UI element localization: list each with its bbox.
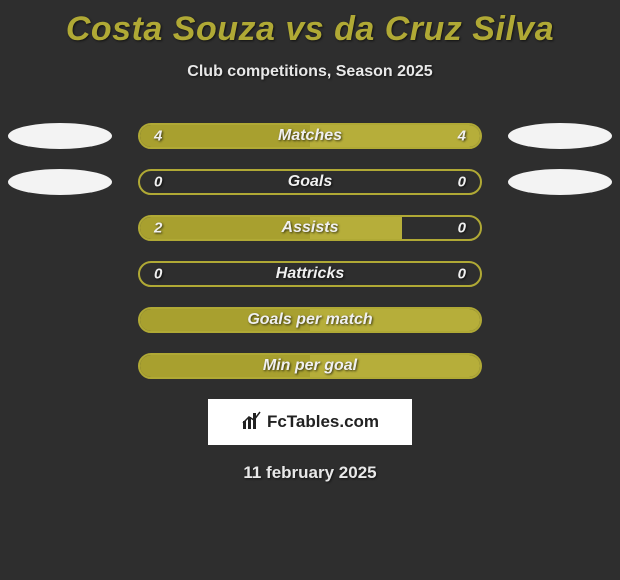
stat-value-right: 0 [458,220,466,237]
stat-value-right: 4 [458,128,466,145]
stat-label: Matches [278,127,342,145]
stat-bar: Min per goal [138,353,482,379]
stat-row: Goals per match [0,307,620,333]
stat-row: 0 0 Hattricks [0,261,620,287]
subtitle: Club competitions, Season 2025 [0,63,620,81]
stat-label: Min per goal [263,357,357,375]
player-avatar [8,123,112,149]
stat-value-left: 0 [154,266,162,283]
stat-row: Min per goal [0,353,620,379]
stat-row: 0 0 Goals [0,169,620,195]
stat-row: 4 4 Matches [0,123,620,149]
stat-bar: 0 0 Goals [138,169,482,195]
player-avatar [508,123,612,149]
stat-value-right: 0 [458,174,466,191]
stats-chart: 4 4 Matches 0 0 Goals 2 0 Assists 0 0 Hattricks Goal… [0,123,620,379]
stat-bar: Goals per match [138,307,482,333]
stat-bar: 2 0 Assists [138,215,482,241]
chart-icon [241,409,263,436]
date-text: 11 february 2025 [0,463,620,483]
stat-row: 2 0 Assists [0,215,620,241]
stat-bar: 0 0 Hattricks [138,261,482,287]
logo-box[interactable]: FcTables.com [208,399,412,445]
stat-value-left: 0 [154,174,162,191]
stat-value-right: 0 [458,266,466,283]
stat-value-left: 2 [154,220,162,237]
player-avatar [8,169,112,195]
stat-label: Goals per match [247,311,372,329]
stat-value-left: 4 [154,128,162,145]
player-avatar [508,169,612,195]
stat-label: Assists [282,219,339,237]
stat-label: Goals [288,173,332,191]
stat-label: Hattricks [276,265,344,283]
logo-text: FcTables.com [267,412,379,432]
page-title: Costa Souza vs da Cruz Silva [0,0,620,49]
stat-bar: 4 4 Matches [138,123,482,149]
